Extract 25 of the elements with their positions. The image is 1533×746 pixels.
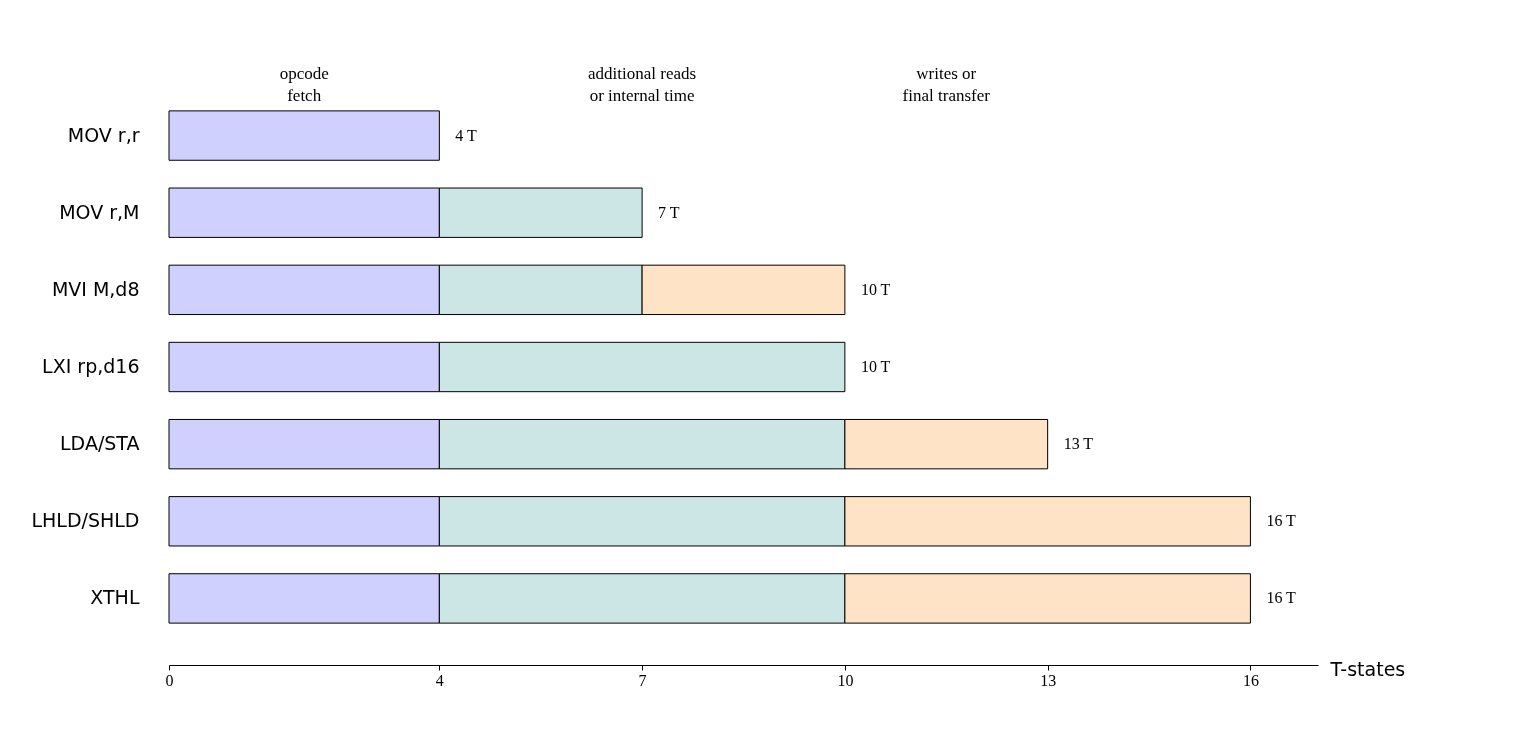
x-axis-title: T-states: [1329, 657, 1406, 680]
y-tick-label: MOV r,M: [59, 200, 140, 223]
y-tick-label: XTHL: [90, 586, 140, 609]
total-label: 10 T: [860, 280, 891, 298]
total-label: 4 T: [455, 126, 478, 144]
x-tick-label: 16: [1242, 671, 1259, 689]
x-tick-label: 4: [435, 671, 444, 689]
y-tick-label: MVI M,d8: [51, 277, 140, 300]
x-tick-label: 7: [638, 671, 647, 689]
y-tick-label: LHLD/SHLD: [31, 509, 140, 532]
y-tick-label: MOV r,r: [67, 123, 140, 146]
total-label: 16 T: [1266, 589, 1297, 607]
total-label: 16 T: [1266, 512, 1297, 530]
x-tick-label: 0: [165, 671, 174, 689]
annotation: additional reads or internal time: [588, 64, 697, 105]
x-tick-label: 13: [1040, 671, 1057, 689]
x-tick-label: 10: [837, 671, 854, 689]
annotation: opcode fetch: [279, 64, 329, 105]
y-tick-label: LDA/STA: [60, 432, 140, 455]
total-label: 7 T: [658, 203, 680, 221]
total-label: 10 T: [860, 358, 891, 375]
annotation: writes or final transfer: [902, 64, 991, 105]
y-tick-label: LXI rp,d16: [42, 355, 140, 377]
bar: [168, 110, 440, 161]
total-label: 13 T: [1063, 435, 1094, 453]
